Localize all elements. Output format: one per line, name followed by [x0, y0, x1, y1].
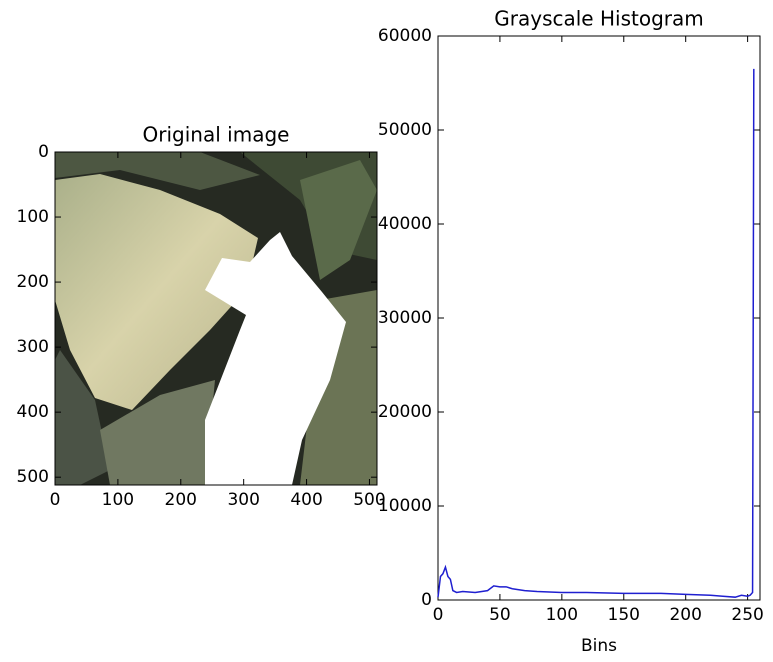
x-tick-label: 400 — [290, 490, 322, 510]
x-tick-label: 200 — [165, 490, 197, 510]
x-tick-label: 300 — [227, 490, 259, 510]
x-tick-label: 100 — [102, 490, 134, 510]
axes-title: Grayscale Histogram — [494, 7, 703, 31]
y-tick-label: 100 — [17, 207, 49, 227]
x-tick-label: 200 — [669, 605, 701, 625]
y-tick-label: 60000 — [378, 26, 432, 46]
photo — [55, 152, 377, 485]
figure: # of Pixels Original image01002003004005… — [0, 0, 773, 662]
y-tick-label: 400 — [17, 402, 49, 422]
y-tick-label: 200 — [17, 272, 49, 292]
y-tick-label: 0 — [38, 142, 49, 162]
x-tick-label: 100 — [546, 605, 578, 625]
x-tick-label: 0 — [50, 490, 61, 510]
histogram-line — [438, 69, 754, 597]
y-tick-label: 30000 — [378, 308, 432, 328]
x-tick-label: 250 — [731, 605, 763, 625]
x-tick-label: 0 — [433, 605, 444, 625]
y-tick-label: 50000 — [378, 120, 432, 140]
axes-title: Original image — [143, 123, 290, 147]
axes-frame — [438, 36, 760, 600]
y-tick-label: 0 — [421, 590, 432, 610]
y-tick-label: 500 — [17, 467, 49, 487]
y-tick-label: 300 — [17, 337, 49, 357]
x-axis-label: Bins — [581, 636, 617, 656]
y-tick-label: 10000 — [378, 496, 432, 516]
y-tick-label: 20000 — [378, 402, 432, 422]
y-tick-label: 40000 — [378, 214, 432, 234]
x-tick-label: 150 — [608, 605, 640, 625]
x-tick-label: 50 — [489, 605, 511, 625]
